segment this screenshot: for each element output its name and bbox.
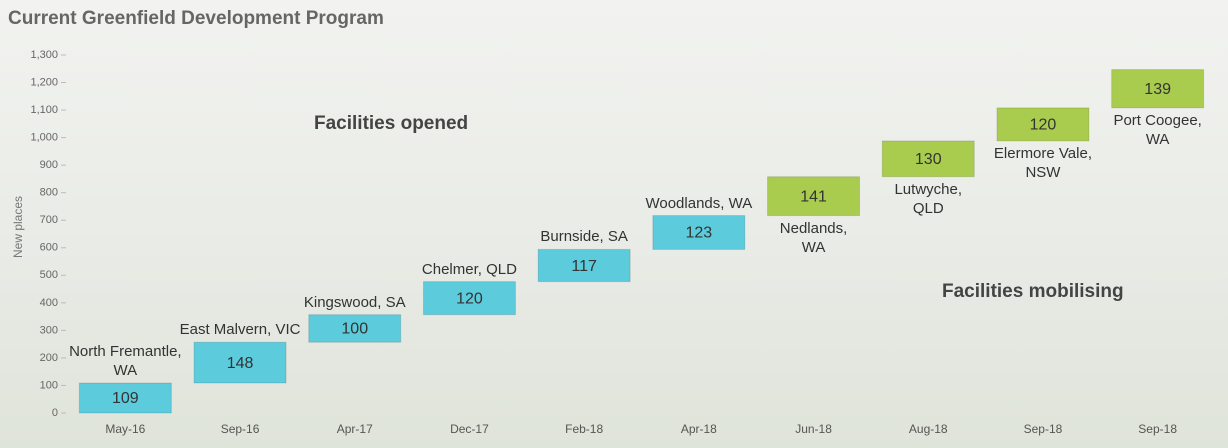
- bar: [996, 107, 1090, 142]
- y-tick-label: 500: [40, 269, 58, 281]
- facility-label: East Malvern, VIC: [179, 321, 301, 339]
- facility-label: Burnside, SA: [540, 228, 628, 246]
- bar: [193, 341, 287, 384]
- value-label: 141: [800, 188, 827, 205]
- y-tick-label: 600: [40, 242, 58, 254]
- bar: [1111, 69, 1205, 109]
- y-tick-label: 0: [52, 407, 58, 419]
- facility-label: Woodlands, WA: [645, 194, 753, 212]
- bar: [308, 314, 402, 343]
- y-tick-label: 1,000: [30, 132, 58, 144]
- facility-label: Kingswood, SA: [303, 293, 406, 311]
- value-label: 120: [456, 290, 483, 307]
- y-tick-label: 1,100: [30, 104, 58, 116]
- x-tick-label: Sep-18: [1138, 422, 1177, 436]
- bar: [652, 215, 746, 250]
- value-label: 109: [112, 390, 139, 407]
- y-tick-label: 800: [40, 187, 58, 199]
- y-tick-label: 300: [40, 324, 58, 336]
- x-tick-label: Feb-18: [565, 422, 603, 436]
- y-tick-label: 100: [40, 379, 58, 391]
- y-tick-label: 1,300: [30, 49, 58, 61]
- y-tick-label: 400: [40, 297, 58, 309]
- x-tick-label: Apr-18: [681, 422, 717, 436]
- bar: [422, 281, 516, 316]
- x-tick-label: Aug-18: [909, 422, 948, 436]
- x-tick-label: May-16: [105, 422, 145, 436]
- chart-title: Current Greenfield Development Program: [8, 8, 384, 29]
- y-tick-label: 1,200: [30, 76, 58, 88]
- y-tick-label: 200: [40, 352, 58, 364]
- y-axis-label: New places: [11, 196, 25, 258]
- facility-label: Elermore Vale, NSW: [993, 144, 1092, 181]
- facility-label: Lutwyche, QLD: [894, 180, 963, 217]
- value-label: 100: [341, 321, 368, 338]
- facility-label: North Fremantle, WA: [69, 342, 182, 379]
- facility-label: Chelmer, QLD: [421, 260, 517, 278]
- value-label: 123: [685, 225, 712, 242]
- annotation: Facilities mobilising: [942, 281, 1124, 302]
- x-tick-label: Sep-16: [221, 422, 260, 436]
- x-tick-label: Jun-18: [795, 422, 832, 436]
- y-tick-label: 900: [40, 159, 58, 171]
- y-tick-label: 700: [40, 214, 58, 226]
- bar: [881, 140, 975, 178]
- bar: [537, 248, 631, 283]
- value-label: 148: [227, 355, 254, 372]
- value-label: 130: [915, 151, 942, 168]
- value-label: 117: [571, 258, 597, 275]
- bar: [78, 382, 172, 414]
- x-tick-label: Sep-18: [1024, 422, 1063, 436]
- x-tick-label: Dec-17: [450, 422, 489, 436]
- value-label: 120: [1030, 117, 1057, 134]
- facility-label: Nedlands, WA: [779, 219, 848, 256]
- bar: [767, 176, 861, 217]
- annotation: Facilities opened: [314, 113, 469, 134]
- x-tick-label: Apr-17: [337, 422, 373, 436]
- facility-label: Port Coogee, WA: [1113, 111, 1202, 148]
- value-label: 139: [1144, 81, 1171, 98]
